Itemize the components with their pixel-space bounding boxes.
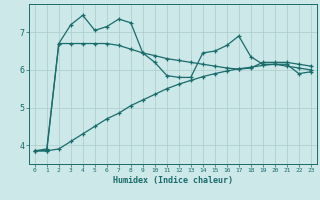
X-axis label: Humidex (Indice chaleur): Humidex (Indice chaleur) [113, 176, 233, 185]
